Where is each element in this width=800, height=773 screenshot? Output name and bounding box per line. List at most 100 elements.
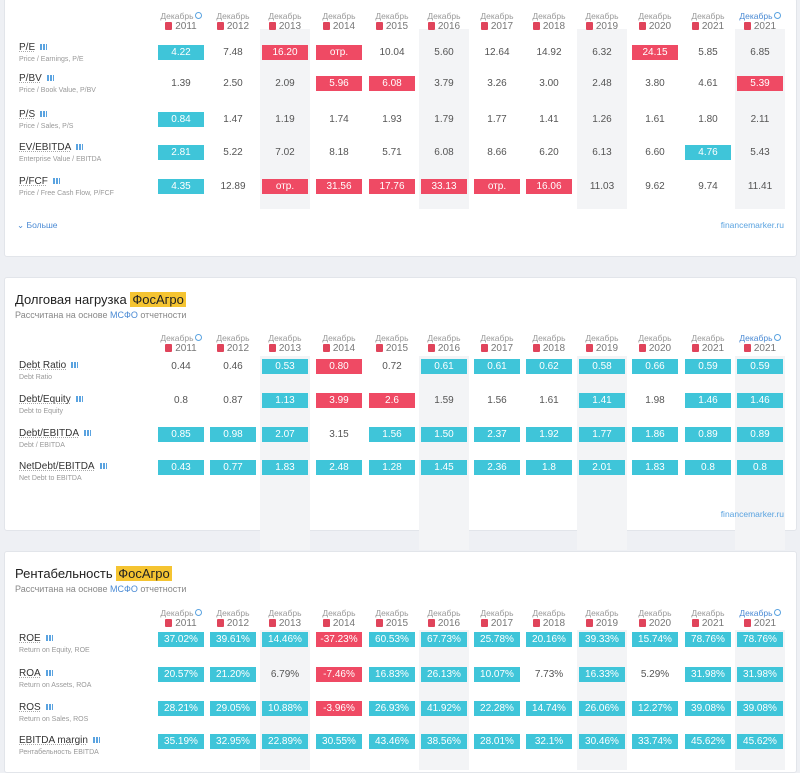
pdf-report-icon[interactable] [216, 22, 224, 30]
pdf-report-icon[interactable] [532, 22, 540, 30]
period-header[interactable]: Декабрь 2020 [630, 333, 680, 354]
bar-chart-icon[interactable] [99, 463, 107, 469]
metric-label[interactable]: Debt/EBITDA Debt / EBITDA [19, 423, 92, 449]
pdf-report-icon[interactable] [216, 619, 224, 627]
bar-chart-icon[interactable] [92, 737, 100, 743]
period-header[interactable]: Декабрь 2019 [577, 11, 627, 32]
pdf-report-icon[interactable] [638, 619, 646, 627]
pdf-report-icon[interactable] [638, 22, 646, 30]
bar-chart-icon[interactable] [46, 75, 54, 81]
metric-name[interactable]: P/BV [19, 73, 42, 84]
period-header[interactable]: Декабрь 2019 [577, 608, 627, 629]
pdf-report-icon[interactable] [638, 344, 646, 352]
pdf-report-icon[interactable] [322, 619, 330, 627]
pdf-report-icon[interactable] [427, 22, 435, 30]
period-header[interactable]: Декабрь 2014 [314, 608, 364, 629]
period-header[interactable]: Декабрь 2016 [419, 11, 469, 32]
pdf-report-icon[interactable] [375, 22, 383, 30]
pdf-report-icon[interactable] [375, 344, 383, 352]
metric-name[interactable]: NetDebt/EBITDA [19, 461, 95, 472]
period-header[interactable]: Декабрь 2017 [472, 11, 522, 32]
info-icon[interactable] [194, 609, 202, 616]
period-header[interactable]: Декабрь 2014 [314, 333, 364, 354]
pdf-report-icon[interactable] [268, 22, 276, 30]
metric-label[interactable]: Debt/Equity Debt to Equity [19, 389, 83, 415]
pdf-report-icon[interactable] [585, 344, 593, 352]
bar-chart-icon[interactable] [84, 430, 92, 436]
source-link[interactable]: financemarker.ru [720, 220, 784, 230]
period-header[interactable]: Декабрь 2018 [524, 333, 574, 354]
bar-chart-icon[interactable] [40, 44, 48, 50]
ifrs-link[interactable]: МСФО [110, 310, 138, 320]
metric-label[interactable]: P/FCF Price / Free Cash Flow, P/FCF [19, 171, 114, 197]
pdf-report-icon[interactable] [691, 344, 699, 352]
metric-label[interactable]: ROA Return on Assets, ROA [19, 663, 91, 689]
period-header[interactable]: Декабрь 2020 [630, 11, 680, 32]
metric-label[interactable]: EV/EBITDA Enterprise Value / EBITDA [19, 137, 101, 163]
bar-chart-icon[interactable] [45, 670, 53, 676]
bar-chart-icon[interactable] [40, 111, 48, 117]
period-header[interactable]: Декабрь 2021 [735, 11, 785, 32]
bar-chart-icon[interactable] [71, 362, 79, 368]
chevron-down-icon[interactable]: ⌄ [17, 220, 27, 230]
period-header[interactable]: Декабрь 2012 [208, 333, 258, 354]
pdf-report-icon[interactable] [165, 344, 173, 352]
bar-chart-icon[interactable] [52, 178, 60, 184]
period-header[interactable]: Декабрь 2015 [367, 333, 417, 354]
more-label[interactable]: Больше [26, 220, 58, 230]
pdf-report-icon[interactable] [480, 619, 488, 627]
metric-label[interactable]: P/S Price / Sales, P/S [19, 104, 73, 130]
metric-label[interactable]: Debt Ratio Debt Ratio [19, 355, 79, 381]
bar-chart-icon[interactable] [76, 144, 84, 150]
metric-name[interactable]: ROA [19, 668, 41, 679]
metric-name[interactable]: ROS [19, 702, 41, 713]
period-header[interactable]: Декабрь 2015 [367, 608, 417, 629]
period-header[interactable]: Декабрь 2017 [472, 333, 522, 354]
period-header[interactable]: Декабрь 2016 [419, 333, 469, 354]
pdf-report-icon[interactable] [322, 22, 330, 30]
period-header[interactable]: Декабрь 2019 [577, 333, 627, 354]
period-header[interactable]: Декабрь 2021 [683, 608, 733, 629]
metric-name[interactable]: Debt/EBITDA [19, 428, 80, 439]
pdf-report-icon[interactable] [427, 344, 435, 352]
metric-label[interactable]: EBITDA margin Рентабельность EBITDA [19, 730, 100, 756]
info-icon[interactable] [773, 334, 781, 341]
pdf-report-icon[interactable] [532, 619, 540, 627]
pdf-report-icon[interactable] [216, 344, 224, 352]
period-header[interactable]: Декабрь 2018 [524, 608, 574, 629]
period-header[interactable]: Декабрь 2018 [524, 11, 574, 32]
metric-name[interactable]: ROE [19, 633, 41, 644]
source-link[interactable]: financemarker.ru [720, 509, 784, 519]
info-icon[interactable] [773, 12, 781, 19]
period-header[interactable]: Декабрь 2017 [472, 608, 522, 629]
pdf-report-icon[interactable] [268, 619, 276, 627]
metric-name[interactable]: P/FCF [19, 176, 48, 187]
metric-name[interactable]: EBITDA margin [19, 735, 88, 746]
period-header[interactable]: Декабрь 2013 [260, 608, 310, 629]
bar-chart-icon[interactable] [45, 635, 53, 641]
info-icon[interactable] [194, 334, 202, 341]
period-header[interactable]: Декабрь 2015 [367, 11, 417, 32]
period-header[interactable]: Декабрь 2021 [735, 608, 785, 629]
period-header[interactable]: Декабрь 2011 [156, 608, 206, 629]
period-header[interactable]: Декабрь 2016 [419, 608, 469, 629]
pdf-report-icon[interactable] [691, 22, 699, 30]
more-link[interactable]: ⌄ Больше [17, 220, 58, 231]
pdf-report-icon[interactable] [585, 22, 593, 30]
metric-label[interactable]: P/BV Price / Book Value, P/BV [19, 68, 96, 94]
bar-chart-icon[interactable] [75, 396, 83, 402]
metric-name[interactable]: Debt Ratio [19, 360, 67, 371]
pdf-report-icon[interactable] [165, 619, 173, 627]
period-header[interactable]: Декабрь 2021 [683, 333, 733, 354]
pdf-report-icon[interactable] [480, 344, 488, 352]
metric-label[interactable]: P/E Price / Earnings, P/E [19, 37, 84, 63]
metric-name[interactable]: EV/EBITDA [19, 142, 72, 153]
pdf-report-icon[interactable] [585, 619, 593, 627]
period-header[interactable]: Декабрь 2013 [260, 333, 310, 354]
metric-label[interactable]: ROS Return on Sales, ROS [19, 697, 88, 723]
period-header[interactable]: Декабрь 2012 [208, 11, 258, 32]
pdf-report-icon[interactable] [480, 22, 488, 30]
period-header[interactable]: Декабрь 2011 [156, 333, 206, 354]
period-header[interactable]: Декабрь 2021 [735, 333, 785, 354]
info-icon[interactable] [194, 12, 202, 19]
